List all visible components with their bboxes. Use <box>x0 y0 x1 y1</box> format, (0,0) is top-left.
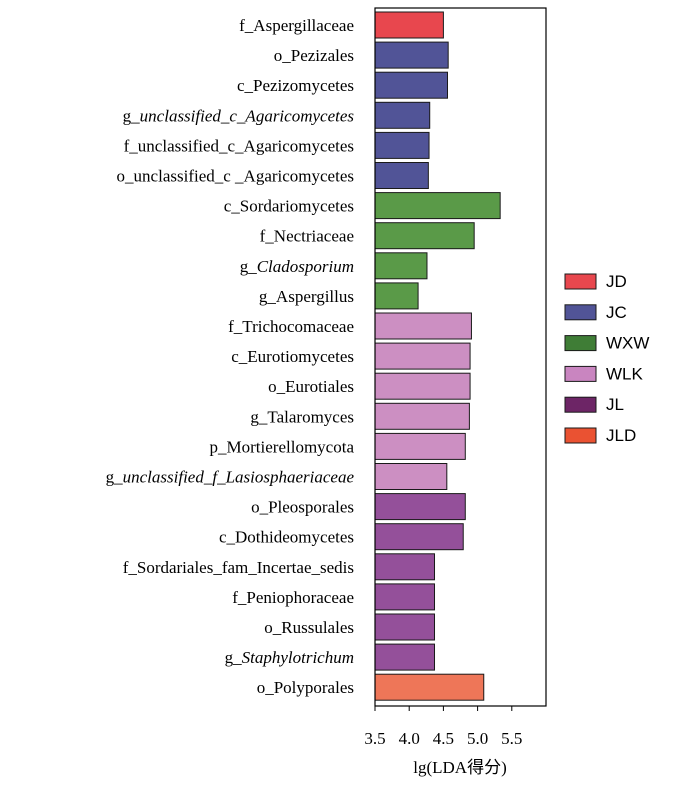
category-label: f_Aspergillaceae <box>239 16 354 35</box>
bar-o_Pleosporales <box>374 493 466 521</box>
bar-o_unclassified_c _Agaricomycetes <box>374 162 429 189</box>
x-tick-label: 4.5 <box>433 729 454 748</box>
x-tick-label: 3.5 <box>364 729 385 748</box>
category-label: g_unclassified_f_Lasiosphaeriaceae <box>106 468 355 487</box>
category-label-italic: unclassified_f_Lasiosphaeriaceae <box>123 468 355 487</box>
category-label: f_Nectriaceae <box>260 227 354 246</box>
bar-f_Aspergillaceae <box>374 11 444 39</box>
category-label-italic: unclassified_c_Agaricomycetes <box>140 106 355 125</box>
category-label: o_unclassified_c _Agaricomycetes <box>117 167 354 186</box>
x-axis: 3.5 4.0 4.5 5.0 5.5 <box>364 706 522 748</box>
legend: JD JC WXW WLK JL JLD <box>564 272 649 445</box>
bar-c_Sordariomycetes <box>374 192 501 220</box>
legend-swatch-JD <box>564 273 597 290</box>
legend-swatch-WLK <box>564 365 597 382</box>
legend-swatch-WXW <box>564 335 597 352</box>
x-tick-label: 5.0 <box>467 729 488 748</box>
category-label: g_Talaromyces <box>250 407 354 426</box>
x-tick-label: 5.5 <box>501 729 522 748</box>
category-label-prefix: g_ <box>106 468 124 487</box>
legend-swatch-JL <box>564 396 597 413</box>
plot-frame <box>374 7 547 707</box>
legend-label-WLK: WLK <box>606 364 644 383</box>
bar-f_Peniophoraceae <box>374 583 436 611</box>
category-label: g_Staphylotrichum <box>225 648 354 667</box>
category-label: f_Peniophoraceae <box>232 588 354 607</box>
bar-g_Talaromyces <box>374 402 470 430</box>
bar-g_unclassified_c_Agaricomycetes <box>374 101 431 129</box>
bars-layer <box>374 11 501 701</box>
bar-c_Pezizomycetes <box>374 71 449 99</box>
bar-f_Nectriaceae <box>374 222 475 250</box>
legend-swatch-JLD <box>564 427 597 444</box>
category-label-italic: Cladosporium <box>257 257 354 276</box>
category-labels: f_Aspergillaceae o_Pezizales c_Pezizomycet… <box>106 16 355 697</box>
category-label: c_Dothideomycetes <box>219 528 354 547</box>
bar-f_unclassified_c_Agaricomycetes <box>374 131 430 159</box>
legend-label-JC: JC <box>606 303 627 322</box>
bar-o_Eurotiales <box>374 372 471 400</box>
x-axis-label: lg(LDA得分) <box>413 758 506 777</box>
legend-label-JD: JD <box>606 272 627 291</box>
bar-f_Sordariales_fam_Incertae_sedis <box>374 553 436 581</box>
category-label: o_Eurotiales <box>268 377 354 396</box>
category-label-italic: Staphylotrichum <box>242 648 354 667</box>
category-label: c_Eurotiomycetes <box>231 347 354 366</box>
bar-p_Mortierellomycota <box>374 432 466 460</box>
category-label: c_Pezizomycetes <box>237 76 354 95</box>
bar-f_Trichocomaceae <box>374 312 472 340</box>
bar-o_Russulales <box>374 613 436 641</box>
legend-label-WXW: WXW <box>606 334 649 353</box>
category-label: o_Pezizales <box>274 46 354 65</box>
category-label: o_Pleosporales <box>251 498 354 517</box>
category-label-prefix: g_ <box>123 106 141 125</box>
category-label: f_Sordariales_fam_Incertae_sedis <box>123 558 354 577</box>
legend-label-JLD: JLD <box>606 426 636 445</box>
bar-o_Pezizales <box>374 41 449 69</box>
legend-label-JL: JL <box>606 395 624 414</box>
bar-c_Dothideomycetes <box>374 523 464 551</box>
category-label: o_Russulales <box>264 618 354 637</box>
category-label: g_Cladosporium <box>240 257 354 276</box>
category-label: f_unclassified_c_Agaricomycetes <box>124 136 354 155</box>
bar-g_Aspergillus <box>374 282 419 310</box>
category-label: g_unclassified_c_Agaricomycetes <box>123 106 355 125</box>
bar-o_Polyporales <box>374 673 485 701</box>
x-tick-label: 4.0 <box>399 729 420 748</box>
category-label-prefix: g_ <box>225 648 243 667</box>
bar-g_Cladosporium <box>374 252 428 280</box>
category-label: c_Sordariomycetes <box>224 197 354 216</box>
bar-g_unclassified_f_Lasiosphaeriaceae <box>374 463 448 490</box>
category-label: g_Aspergillus <box>259 287 354 306</box>
category-label: o_Polyporales <box>257 678 354 697</box>
category-label-prefix: g_ <box>240 257 258 276</box>
category-label: f_Trichocomaceae <box>228 317 354 336</box>
category-label: p_Mortierellomycota <box>210 437 355 456</box>
legend-swatch-JC <box>564 304 597 321</box>
bar-c_Eurotiomycetes <box>374 342 471 370</box>
bar-g_Staphylotrichum <box>374 643 436 671</box>
